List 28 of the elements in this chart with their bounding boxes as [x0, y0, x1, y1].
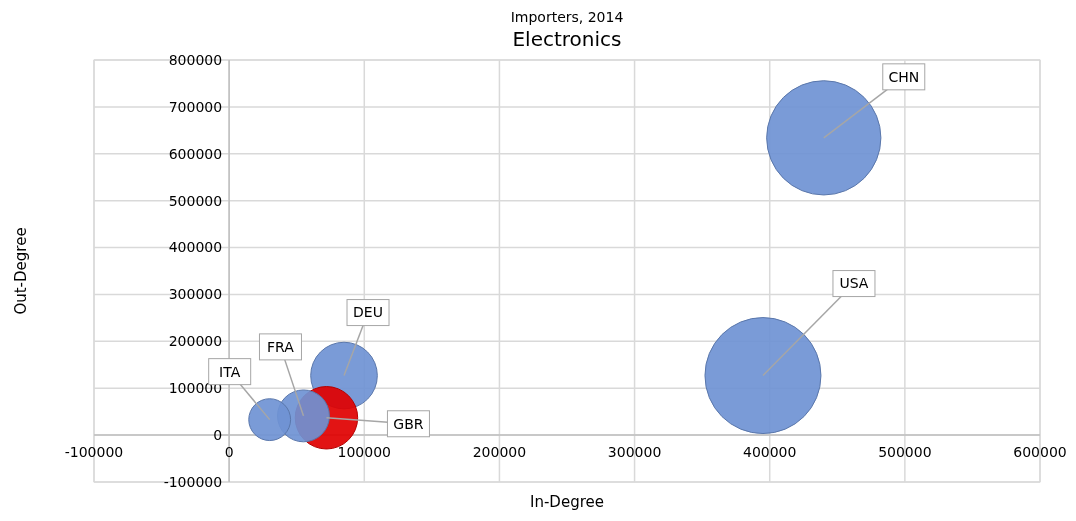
y-tick-label: 800000	[168, 51, 223, 68]
x-tick-label: 300000	[607, 444, 662, 461]
x-tick-label: 400000	[742, 444, 797, 461]
y-tick-label: 0	[213, 427, 223, 444]
y-tick-label: 100000	[168, 380, 223, 397]
x-tick-label: 600000	[1013, 444, 1067, 461]
annotation: DEU	[353, 304, 383, 321]
y-tick-label: 300000	[168, 286, 223, 303]
y-axis-title: Out-Degree	[12, 227, 30, 315]
y-tick-label: 400000	[168, 239, 223, 256]
annotation: ITA	[219, 363, 241, 380]
y-tick-label: -100000	[163, 473, 223, 490]
x-axis-title: In-Degree	[530, 493, 604, 511]
chart-subtitle: Electronics	[512, 27, 622, 51]
y-tick-label: 500000	[168, 192, 223, 209]
annotation: FRA	[267, 338, 295, 355]
x-tick-label: 0	[224, 444, 234, 461]
x-tick-label: 500000	[878, 444, 932, 461]
y-tick-label: 700000	[168, 98, 223, 115]
y-tick-label: 200000	[168, 333, 223, 350]
x-tick-label: -100000	[64, 444, 124, 461]
x-tick-label: 100000	[337, 444, 392, 461]
annotation: USA	[839, 275, 869, 292]
annotation: GBR	[393, 415, 424, 432]
x-tick-label: 200000	[472, 444, 527, 461]
y-tick-label: 600000	[168, 145, 223, 162]
annotation: CHN	[888, 68, 920, 85]
chart-title: Importers, 2014	[510, 9, 624, 25]
